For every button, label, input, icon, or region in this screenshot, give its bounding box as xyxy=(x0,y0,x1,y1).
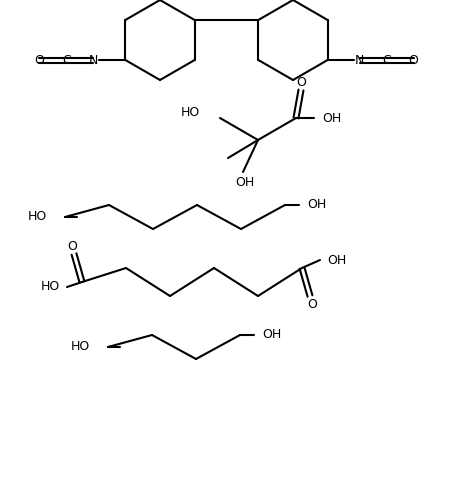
Text: HO: HO xyxy=(71,341,90,353)
Text: HO: HO xyxy=(181,106,200,119)
Text: C: C xyxy=(62,53,71,66)
Text: O: O xyxy=(296,77,306,90)
Text: O: O xyxy=(35,53,44,66)
Text: O: O xyxy=(409,53,419,66)
Text: OH: OH xyxy=(327,253,346,266)
Text: OH: OH xyxy=(322,111,341,125)
Text: N: N xyxy=(89,53,98,66)
Text: OH: OH xyxy=(307,198,326,211)
Text: N: N xyxy=(355,53,364,66)
Text: O: O xyxy=(307,297,317,310)
Text: OH: OH xyxy=(262,329,281,342)
Text: HO: HO xyxy=(28,210,47,224)
Text: O: O xyxy=(67,240,77,252)
Text: HO: HO xyxy=(41,281,60,294)
Text: C: C xyxy=(382,53,391,66)
Text: OH: OH xyxy=(235,176,255,189)
